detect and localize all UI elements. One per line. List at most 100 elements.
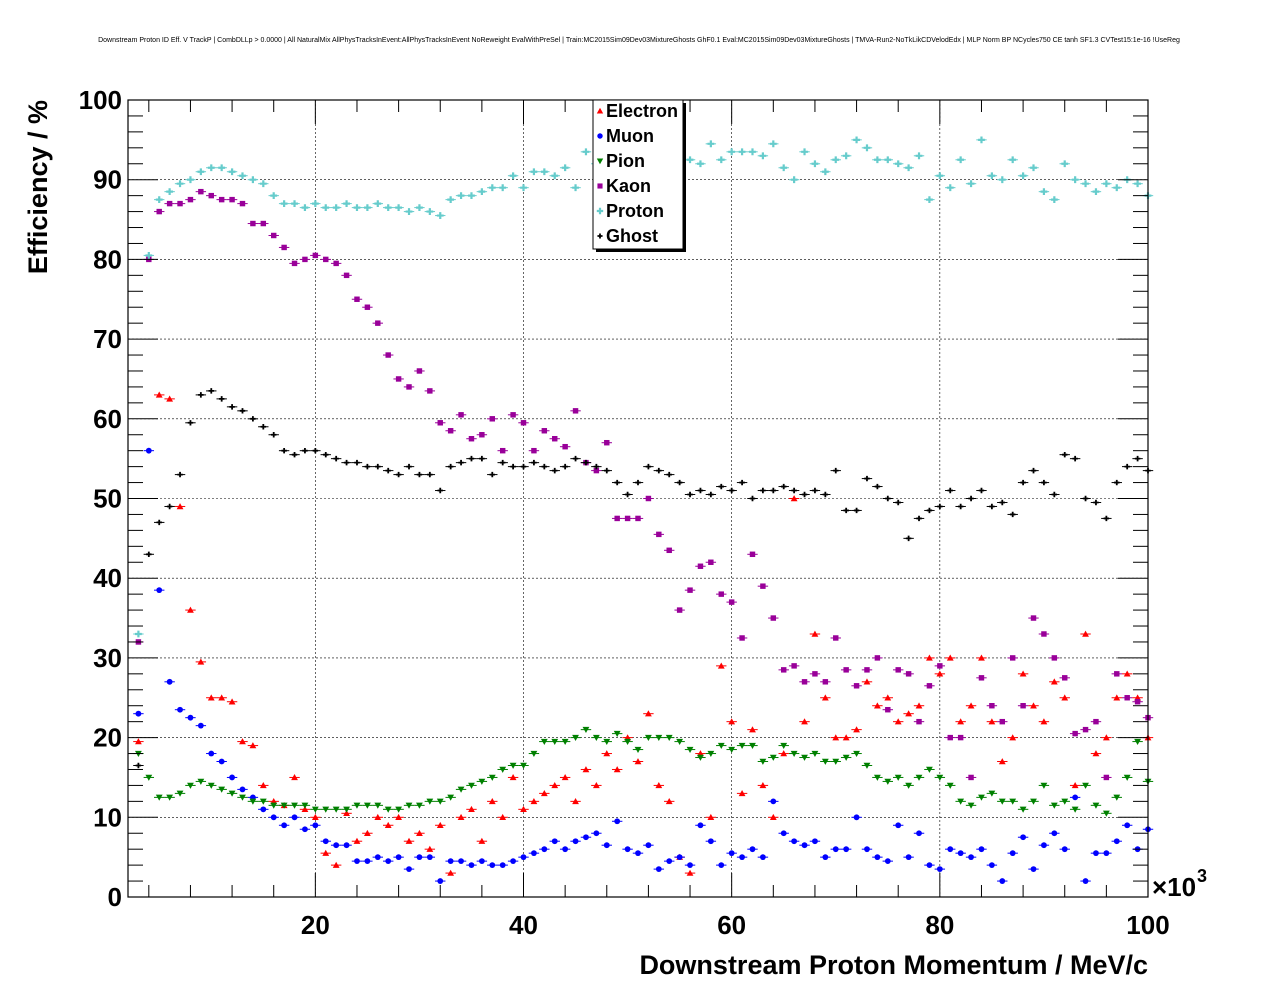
- data-point: [187, 606, 194, 613]
- data-point: [207, 694, 215, 701]
- data-point: [176, 790, 184, 797]
- chart-title: Downstream Proton ID Eff. V TrackP | Com…: [98, 37, 1180, 44]
- data-point: [936, 172, 944, 180]
- data-point: [1093, 499, 1099, 506]
- data-point: [593, 463, 600, 470]
- data-point: [302, 447, 308, 454]
- data-point: [999, 718, 1006, 725]
- data-point: [561, 738, 569, 745]
- data-point: [832, 758, 840, 765]
- data-point: [833, 467, 839, 474]
- data-point: [842, 754, 850, 761]
- legend-label-ghost: Ghost: [606, 226, 658, 246]
- data-point: [551, 738, 559, 745]
- data-point: [853, 750, 860, 757]
- data-point: [624, 515, 631, 522]
- data-point: [780, 164, 788, 172]
- data-point: [968, 774, 974, 781]
- data-point: [447, 858, 454, 865]
- data-point: [937, 663, 943, 669]
- data-point: [551, 782, 559, 789]
- data-point: [822, 679, 829, 685]
- data-point: [468, 455, 475, 462]
- data-point: [1102, 734, 1110, 741]
- data-point: [687, 862, 693, 869]
- data-point: [229, 774, 235, 781]
- data-point: [978, 846, 985, 853]
- data-point: [843, 507, 849, 514]
- data-point: [946, 184, 954, 192]
- data-point: [166, 794, 174, 801]
- data-point: [177, 200, 183, 207]
- data-point: [1050, 196, 1058, 204]
- data-point: [614, 818, 621, 825]
- data-point: [395, 376, 402, 382]
- data-point: [582, 148, 590, 156]
- data-point: [738, 742, 746, 749]
- data-point: [665, 797, 673, 805]
- axis-tick-labels: 0 10 20 30 40 50 60 70 80 90 100 20 40 60 80 100: [79, 85, 1170, 940]
- data-point: [759, 152, 767, 160]
- data-point: [811, 750, 819, 757]
- x-tick-label: 100: [1126, 910, 1169, 940]
- data-point: [311, 813, 319, 821]
- data-point: [311, 806, 319, 813]
- data-point: [281, 244, 287, 251]
- data-point: [967, 180, 975, 188]
- data-point: [811, 160, 819, 168]
- x-tick-label: 40: [509, 910, 538, 940]
- data-point: [208, 750, 215, 757]
- data-point: [457, 786, 465, 793]
- data-point: [873, 702, 881, 709]
- data-point: [176, 180, 184, 188]
- data-point: [1062, 451, 1068, 458]
- data-point: [1113, 838, 1120, 845]
- data-point: [561, 774, 569, 781]
- data-point: [374, 200, 382, 208]
- data-point: [260, 806, 267, 813]
- data-point: [989, 503, 995, 510]
- data-point: [895, 499, 901, 506]
- legend-label-electron: Electron: [606, 101, 678, 121]
- data-point: [593, 467, 600, 474]
- data-point: [833, 635, 839, 641]
- x-axis-multiplier: ×10 3: [1152, 866, 1207, 902]
- data-point: [509, 774, 517, 781]
- data-point: [1009, 850, 1016, 857]
- data-point: [760, 487, 766, 494]
- data-point: [1103, 850, 1110, 857]
- data-point: [249, 176, 257, 184]
- data-point: [843, 667, 849, 673]
- data-point: [145, 252, 153, 259]
- data-point: [509, 762, 517, 769]
- data-point: [1134, 738, 1141, 745]
- data-point: [270, 232, 277, 239]
- data-point: [728, 487, 735, 494]
- data-point: [999, 499, 1006, 506]
- data-point: [530, 750, 538, 757]
- data-point: [270, 814, 277, 821]
- data-point: [957, 734, 964, 741]
- data-point: [166, 188, 174, 196]
- series-kaon: [133, 188, 1154, 781]
- data-point: [343, 459, 350, 466]
- data-point: [999, 878, 1006, 884]
- data-point: [645, 734, 652, 741]
- data-point: [812, 838, 818, 845]
- data-point: [1040, 188, 1048, 196]
- data-point: [1092, 802, 1100, 809]
- data-point: [520, 463, 527, 470]
- data-point: [374, 854, 381, 861]
- data-point: [895, 822, 902, 829]
- data-point: [332, 204, 340, 211]
- data-point: [728, 599, 735, 605]
- data-point: [541, 428, 548, 434]
- data-point: [468, 436, 475, 442]
- y-axis-label: Efficiency / %: [23, 100, 53, 274]
- data-point: [458, 412, 464, 418]
- data-point: [176, 503, 184, 510]
- data-point: [156, 208, 162, 215]
- data-point: [239, 738, 246, 745]
- data-point: [155, 794, 163, 801]
- data-point: [416, 204, 423, 211]
